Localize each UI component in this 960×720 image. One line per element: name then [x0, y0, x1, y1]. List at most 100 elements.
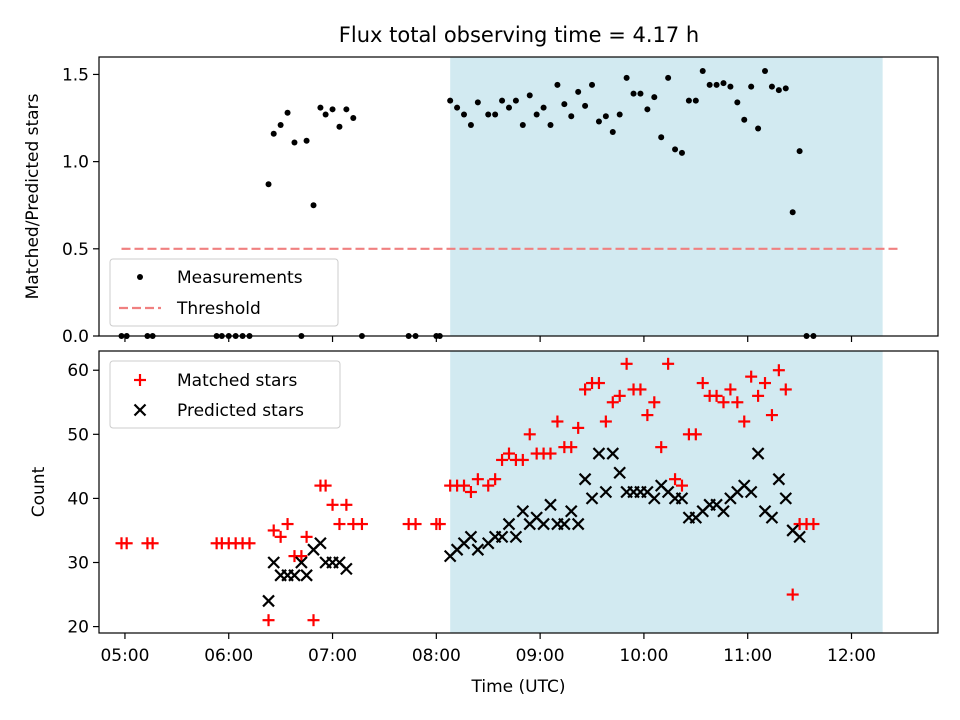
legend-matched-label: Matched stars — [177, 371, 297, 391]
measurement-point — [796, 148, 803, 155]
measurement-point — [350, 115, 357, 122]
y-tick-label: 0.5 — [62, 240, 89, 260]
y-tick-label: 1.5 — [62, 65, 89, 85]
y-tick-label: 50 — [67, 425, 89, 445]
predicted-star-point — [744, 485, 758, 499]
x-tick-label: 06:00 — [204, 646, 253, 666]
measurement-point — [734, 99, 741, 106]
measurement-point — [447, 97, 454, 104]
count-legend: Matched stars Predicted stars — [109, 360, 341, 429]
predicted-star-point — [530, 511, 543, 524]
predicted-star-point — [537, 517, 550, 531]
measurement-point — [727, 83, 734, 90]
predicted-star-point — [779, 492, 793, 505]
predicted-star-point — [262, 594, 275, 608]
predicted-star-point — [578, 472, 592, 486]
measurement-point — [284, 109, 291, 116]
predicted-star-point — [793, 530, 806, 544]
measurement-point — [589, 81, 596, 88]
predicted-star-point — [558, 517, 571, 531]
measurement-point — [595, 118, 602, 125]
x-tick-label: 11:00 — [723, 646, 772, 666]
predicted-star-point — [661, 485, 675, 499]
predicted-star-point — [464, 530, 478, 544]
measurement-point — [499, 97, 506, 104]
predicted-star-point — [585, 492, 599, 505]
measurement-point — [474, 99, 481, 106]
observing-window-span — [450, 351, 883, 633]
predicted-star-point — [675, 492, 689, 505]
measurement-point — [720, 80, 727, 87]
measurement-point — [454, 104, 461, 111]
measurement-point — [755, 125, 762, 132]
measurement-point — [554, 81, 561, 88]
predicted-star-point — [544, 498, 557, 512]
measurement-point — [782, 85, 789, 92]
y-tick-label: 20 — [67, 618, 89, 638]
predicted-star-point — [288, 569, 301, 582]
measurement-point — [582, 102, 589, 109]
predicted-star-point — [564, 504, 578, 518]
ratio-panel: 0.0 0.5 1.0 1.5 Matched/Predicted stars Mea… — [23, 56, 939, 347]
measurement-point — [602, 113, 609, 120]
predicted-star-point — [495, 530, 509, 544]
legend-threshold-label: Threshold — [176, 299, 261, 319]
measurement-point — [623, 74, 630, 81]
x-axis-label: Time (UTC) — [471, 677, 566, 697]
measurement-point — [692, 97, 699, 104]
count-y-ticks: 20 30 40 50 60 — [67, 361, 99, 638]
predicted-star-point — [613, 466, 626, 480]
measurement-point — [713, 81, 720, 88]
observing-window-span — [450, 57, 883, 336]
measurement-point — [741, 116, 748, 123]
predicted-star-point — [765, 511, 779, 524]
count-x-ticks: 05:00 06:00 07:00 08:00 09:00 10:00 11:00 12:00 — [100, 633, 876, 666]
measurement-point — [547, 122, 554, 129]
measurement-point — [762, 67, 769, 74]
count-panel: 20 30 40 50 60 05:00 06:00 07:00 08:00 09:00 10:0… — [29, 350, 939, 697]
measurement-points — [118, 67, 817, 339]
measurement-point — [485, 111, 492, 118]
predicted-star-point — [710, 498, 723, 512]
measurement-point — [317, 104, 324, 111]
measurement-point — [270, 130, 277, 137]
predicted-star-point — [648, 492, 661, 505]
measurement-point — [519, 122, 526, 129]
legend-measurements-label: Measurements — [177, 268, 303, 288]
measurement-point — [644, 106, 651, 113]
x-tick-label: 05:00 — [100, 646, 149, 666]
measurement-point — [265, 181, 272, 188]
count-panel-frame — [98, 350, 939, 634]
predicted-star-point — [571, 517, 585, 531]
predicted-star-point — [606, 447, 620, 460]
predicted-star-point — [599, 485, 613, 499]
x-tick-label: 08:00 — [412, 646, 461, 666]
measurement-point — [699, 67, 706, 74]
legend-measurements-marker — [137, 274, 143, 280]
predicted-star-point — [641, 485, 654, 499]
measurement-point — [651, 94, 658, 101]
measurement-point — [533, 111, 540, 118]
measurement-point — [329, 106, 336, 113]
predicted-star-point — [300, 569, 313, 582]
ratio-legend-box — [109, 258, 339, 327]
ratio-y-ticks: 0.0 0.5 1.0 1.5 — [62, 65, 99, 347]
ratio-x-ticks — [124, 336, 853, 342]
measurement-point — [343, 106, 350, 113]
measurement-point — [665, 74, 672, 81]
measurement-point — [616, 111, 623, 118]
count-y-axis-label: Count — [29, 466, 49, 517]
measurement-point — [492, 111, 499, 118]
measurement-point — [568, 113, 575, 120]
measurement-point — [291, 139, 298, 146]
measurement-point — [461, 111, 468, 118]
measurement-point — [678, 149, 685, 156]
predicted-star-point — [737, 479, 751, 492]
legend-matched-marker — [134, 374, 146, 386]
measurement-point — [322, 111, 329, 118]
measurement-point — [775, 87, 782, 94]
chart-title: Flux total observing time = 4.17 h — [339, 23, 699, 47]
measurement-point — [467, 122, 474, 129]
measurement-point — [277, 122, 284, 129]
predicted-star-point — [592, 447, 606, 460]
